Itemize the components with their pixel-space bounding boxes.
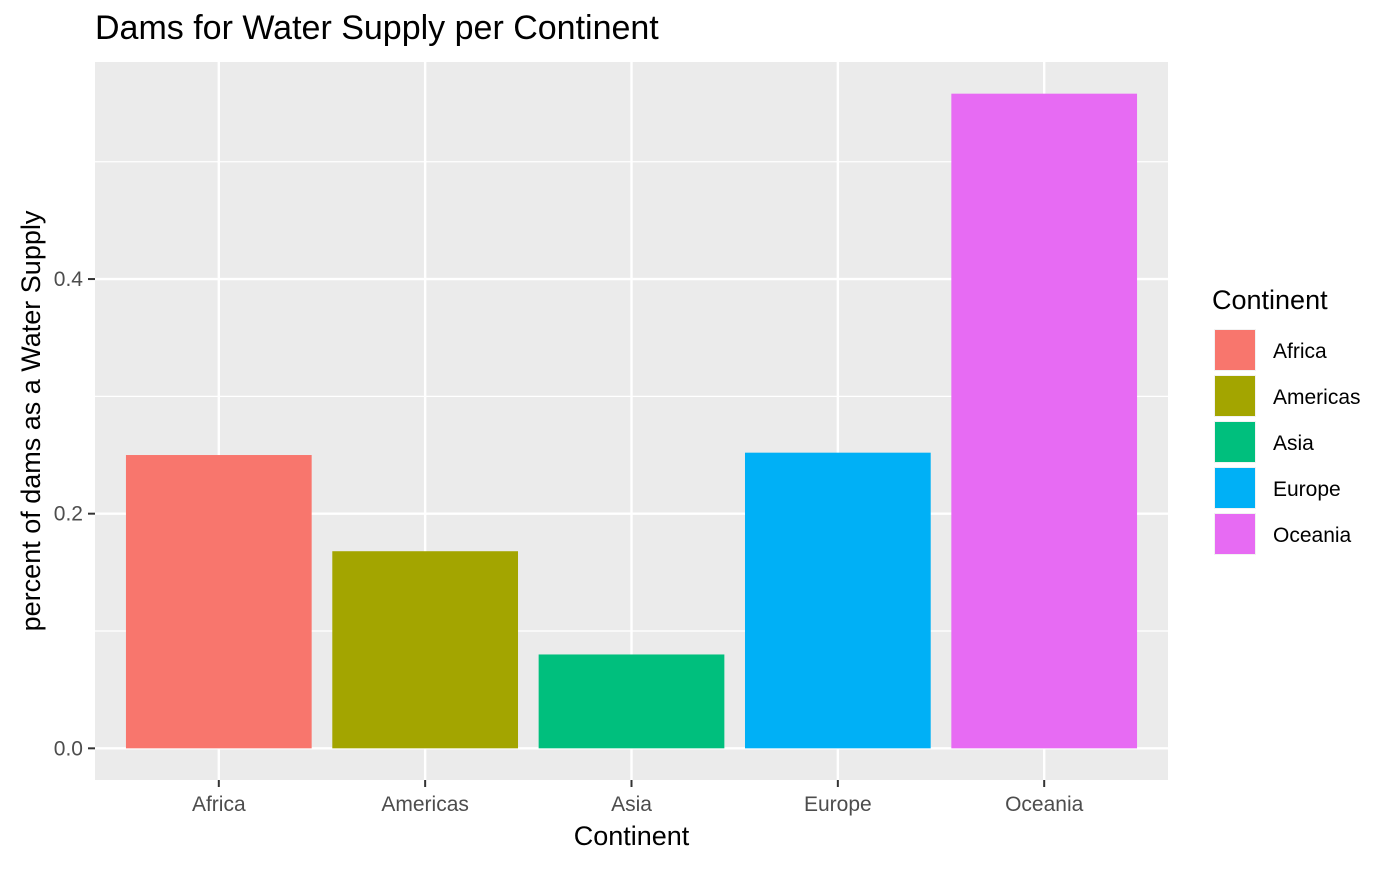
y-axis-title: percent of dams as a Water Supply [16,210,46,631]
bar-europe [744,452,931,749]
y-tick-label: 0.0 [54,737,83,760]
legend-label: Americas [1273,386,1361,409]
bar-asia [538,654,725,749]
y-tick-label: 0.4 [54,268,84,291]
legend-swatch-americas [1215,376,1255,416]
x-tick-label: Africa [192,793,246,816]
legend-label: Asia [1273,432,1314,455]
legend-swatch-europe [1215,468,1255,508]
y-axis: 0.0 0.2 0.4 [54,268,95,760]
legend-label: Oceania [1273,524,1352,547]
chart-title: Dams for Water Supply per Continent [95,9,659,47]
legend: Continent Africa Americas Asia Europe Oceani… [1212,285,1361,555]
x-tick-label: Oceania [1005,793,1084,816]
legend-label: Africa [1273,340,1327,363]
x-axis: Africa Americas Asia Europe Oceania [192,780,1084,816]
legend-label: Europe [1273,478,1341,501]
bar-oceania [951,93,1138,749]
legend-title: Continent [1212,285,1328,315]
bars [125,93,1138,749]
bar-americas [332,551,519,749]
legend-swatch-asia [1215,422,1255,462]
legend-swatch-africa [1215,330,1255,370]
y-tick-label: 0.2 [54,503,83,526]
x-tick-label: Asia [611,793,652,816]
legend-swatch-oceania [1215,514,1255,554]
x-axis-title: Continent [574,821,690,851]
legend-entries: Africa Americas Asia Europe Oceania [1214,329,1361,555]
x-tick-label: Americas [381,793,469,816]
bar-africa [125,455,312,749]
x-tick-label: Europe [804,793,872,816]
